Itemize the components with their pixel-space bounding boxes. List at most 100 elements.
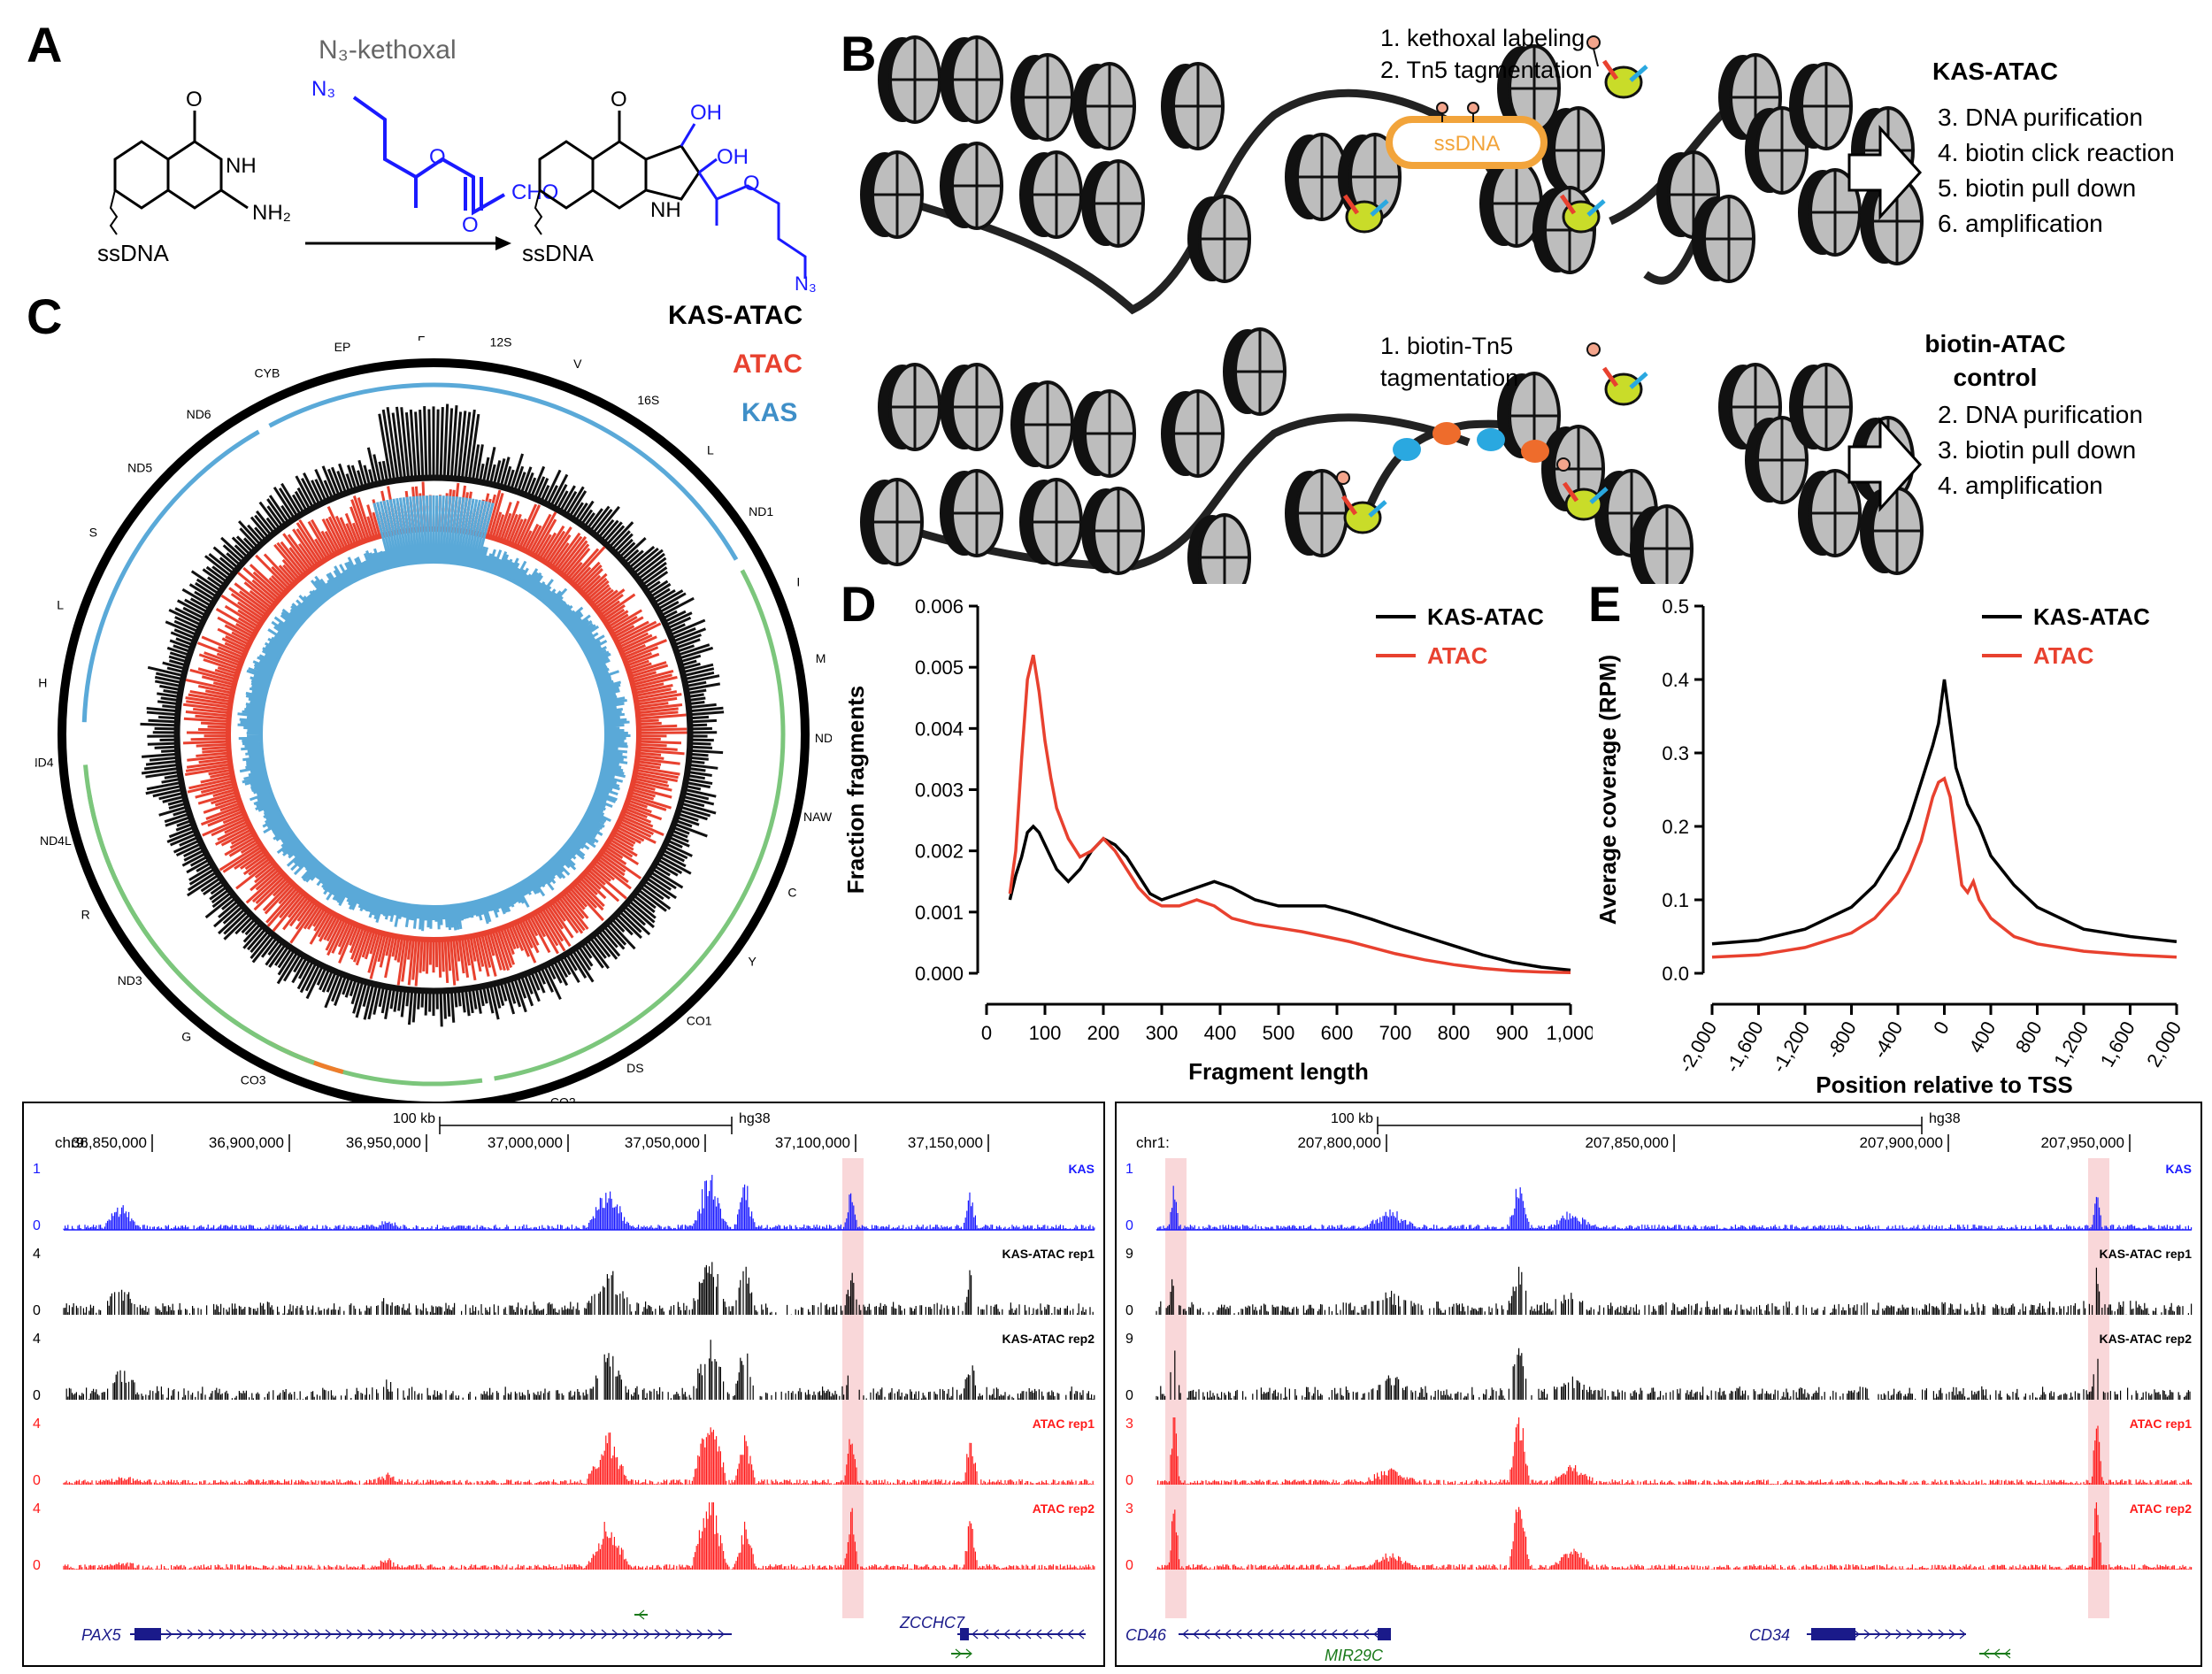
circos-gene-label: L [57, 597, 64, 611]
reagent-cho: CHO [511, 180, 558, 204]
y-tick-label: 0.003 [915, 779, 964, 802]
gene-label: PAX5 [81, 1626, 122, 1644]
track-name: ATAC rep1 [2130, 1417, 2192, 1431]
y-tick-label: 0.4 [1662, 669, 1689, 691]
top-step-2: 2. Tn5 tagmentation [1380, 57, 1593, 83]
circos-gene-label: R [81, 907, 90, 921]
coord-label: 207,850,000 [1585, 1134, 1669, 1151]
coord-label: 37,050,000 [625, 1134, 700, 1151]
circos-gene-arc [494, 569, 786, 1081]
track-name: KAS-ATAC rep2 [1002, 1332, 1095, 1346]
top-step-3: 3. DNA purification [1938, 104, 2143, 131]
circos-gene-label: ND3 [118, 973, 142, 987]
circos-gene-label: NAW [803, 810, 832, 824]
svg-text:NH: NH [650, 198, 681, 222]
track-ymin: 0 [33, 1388, 41, 1403]
y-tick-label: 0.005 [915, 657, 964, 679]
svg-text:O: O [462, 213, 479, 237]
y-tick-label: 0.002 [915, 841, 964, 863]
bottom-step-2: 2. DNA purification [1938, 401, 2143, 428]
legend-kas: KAS [741, 398, 798, 427]
track-signal [63, 1427, 1095, 1485]
circos-gene-label: M [816, 651, 826, 665]
circos-gene-label: S [89, 525, 97, 539]
track-name: KAS-ATAC rep1 [2100, 1247, 2193, 1261]
highlight-region [842, 1158, 864, 1618]
x-tick-label: 900 [1496, 1022, 1529, 1044]
track-ymax: 9 [1125, 1332, 1133, 1347]
legend-label: KAS-ATAC [1427, 603, 1544, 630]
chart-e: 0.0 0.1 0.2 0.3 0.4 0.5 -2,000 -1,600 -1,200 -800… [1594, 595, 2185, 1098]
track-signal [1156, 1266, 2193, 1315]
coord-label: 207,800,000 [1297, 1134, 1381, 1151]
svg-text:O: O [743, 172, 760, 196]
svg-text:N₃: N₃ [795, 273, 817, 292]
panel-label-e: E [1588, 576, 1622, 632]
x-tick-label: 1,600 [2096, 1017, 2139, 1071]
x-axis-label: Position relative to TSS [1816, 1071, 2072, 1098]
x-tick-label: 600 [1321, 1022, 1354, 1044]
product-oh-2: OH [717, 145, 749, 169]
track-signal [1156, 1186, 2193, 1230]
browser-g-tracks: 100 kb hg38 chr1: 207,800,000 207,850,000 207… [1125, 1111, 2193, 1664]
assembly-label: hg38 [739, 1111, 771, 1126]
circos-gene-label: L [707, 443, 714, 457]
track-name: KAS [1068, 1162, 1094, 1176]
circos-gene-label: 12S [490, 336, 512, 349]
circos-gene-label: H [38, 675, 47, 689]
y-axis-label: Average coverage (RPM) [1594, 655, 1621, 925]
circos-kas-atac-track [140, 403, 725, 1027]
x-tick-label: 800 [1438, 1022, 1471, 1044]
series-line-atac [1008, 654, 1571, 975]
coord-label: 37,100,000 [775, 1134, 850, 1151]
y-tick-label: 0.1 [1662, 889, 1689, 911]
track-ymin: 0 [33, 1218, 41, 1233]
coord-label: 36,850,000 [72, 1134, 147, 1151]
x-tick-label: 2,000 [2142, 1017, 2185, 1071]
y-tick-label: 0.3 [1662, 742, 1689, 764]
guanine-o: O [186, 88, 203, 111]
x-tick-label: 200 [1087, 1022, 1120, 1044]
y-tick-label: 0.001 [915, 902, 964, 924]
track-name: ATAC rep2 [1033, 1501, 1094, 1516]
control-title: control [1954, 364, 2038, 391]
track-name: ATAC rep2 [2130, 1501, 2192, 1516]
y-tick-label: 0.5 [1662, 595, 1689, 618]
bottom-step-3: 3. biotin pull down [1938, 436, 2136, 464]
circos-gene-label: I [796, 575, 800, 589]
circos-gene-label: G [181, 1029, 191, 1043]
circos-kas-track [237, 495, 631, 932]
x-tick-label: -2,000 [1674, 1017, 1721, 1077]
x-tick-label: 400 [1964, 1017, 2000, 1056]
chrom-label: chr9: [55, 1134, 88, 1151]
track-signal [1156, 1502, 2193, 1570]
ssdna-bubble: ssDNA [1434, 132, 1501, 156]
panel-label-b: B [841, 26, 877, 81]
circos-gene-label: ND2 [815, 731, 832, 745]
gene-label: MIR29C [1325, 1647, 1384, 1664]
x-tick-label: 500 [1263, 1022, 1295, 1044]
track-ymin: 0 [1125, 1388, 1133, 1403]
track-name: KAS [2165, 1162, 2192, 1176]
x-tick-label: 400 [1204, 1022, 1237, 1044]
circos-gene-arc [81, 429, 260, 723]
series-line-atac [1711, 776, 2177, 959]
scale-label: 100 kb [1331, 1111, 1373, 1126]
track-name: ATAC rep1 [1033, 1417, 1094, 1431]
panel-a-chemistry: N₃-kethoxal N₃ O O CHO O NH NH₂ ssDNA [80, 27, 832, 292]
circos-gene-label: Y [748, 954, 757, 968]
guanine-nh: NH [226, 154, 257, 178]
guanine-nh2: NH₂ [252, 201, 291, 225]
coord-label: 36,900,000 [209, 1134, 284, 1151]
top-step-6: 6. amplification [1938, 210, 2103, 237]
panel-label-a: A [27, 17, 63, 73]
circos-gene-label: F [418, 336, 426, 343]
x-tick-label: 100 [1029, 1022, 1062, 1044]
circos-gene-label: ND4L [40, 833, 72, 848]
gene-label: ZCCHC7 [899, 1614, 965, 1632]
y-axis-label: Fraction fragments [842, 686, 869, 895]
track-ymin: 0 [1125, 1303, 1133, 1318]
coord-label: 36,950,000 [346, 1134, 421, 1151]
track-ymax: 4 [33, 1247, 41, 1262]
series-line-kas-atac [1711, 679, 2177, 946]
